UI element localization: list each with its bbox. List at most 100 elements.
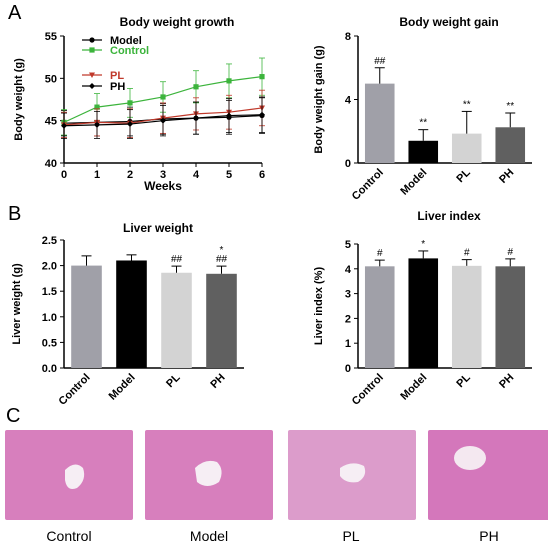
legend-marker (89, 83, 95, 89)
y-tick-label: 0.0 (42, 363, 57, 375)
x-tick-label: Control (350, 372, 386, 408)
x-tick-label: PL (454, 166, 473, 185)
bar-ph (495, 266, 526, 368)
y-tick-label: 2.0 (42, 261, 57, 273)
y-tick-label: 2.5 (42, 235, 57, 247)
histology-image-ph (428, 430, 550, 520)
central-vein (340, 463, 366, 483)
histology-image-pl (288, 430, 416, 520)
x-tick-label: PH (497, 372, 516, 391)
legend-marker (89, 37, 95, 43)
panel-letter-c: C (6, 405, 21, 427)
data-point (193, 115, 199, 122)
tissue-micrograph (428, 430, 548, 520)
bar-ph (206, 273, 237, 368)
significance-label: # (464, 248, 470, 259)
y-tick-label: 2 (345, 313, 351, 325)
histology-image-model (145, 430, 273, 520)
data-point (226, 78, 232, 84)
data-point (259, 74, 265, 80)
legend-label-model: Model (110, 35, 142, 47)
y-axis-label: Body weight (g) (13, 58, 25, 141)
x-tick-label: PH (497, 167, 516, 186)
bar-control (364, 83, 395, 163)
x-tick-label: 6 (259, 169, 265, 181)
data-point (226, 112, 232, 119)
data-point (94, 121, 100, 128)
x-tick-label: 1 (94, 169, 100, 181)
y-tick-label: 50 (45, 73, 57, 85)
legend-marker (89, 47, 95, 53)
significance-label: # (377, 248, 383, 259)
significance-label: ## (374, 56, 386, 67)
y-tick-label: 45 (45, 116, 57, 128)
data-point (61, 122, 67, 129)
bar-ph (495, 127, 526, 163)
y-tick-label: 0 (345, 158, 351, 170)
chart-title: Liver weight (123, 221, 193, 235)
x-tick-label: Control (350, 167, 386, 203)
data-point (160, 117, 166, 124)
chart-title: Body weight growth (120, 15, 235, 29)
y-axis-label: Body weight gain (g) (313, 45, 325, 153)
central-vein (65, 464, 85, 489)
x-tick-label: Model (398, 372, 429, 403)
significance-label: ## (171, 254, 183, 265)
x-tick-label: 3 (160, 169, 166, 181)
y-tick-label: 3 (345, 289, 351, 301)
data-point (160, 94, 166, 100)
data-point (193, 84, 199, 90)
legend-label-control: Control (110, 45, 149, 57)
y-tick-label: 4 (345, 95, 352, 107)
tissue-micrograph (5, 430, 133, 520)
y-tick-label: 1.5 (42, 286, 57, 298)
y-axis-label: Liver index (%) (313, 267, 325, 346)
panel-letter-b: B (8, 203, 22, 225)
y-tick-label: 0.5 (42, 337, 57, 349)
data-point (127, 100, 133, 106)
x-tick-label: PH (208, 372, 227, 391)
x-tick-label: 2 (127, 169, 133, 181)
bar-pl (161, 272, 192, 368)
y-tick-label: 4 (345, 264, 352, 276)
x-tick-label: 0 (61, 169, 67, 181)
y-tick-label: 40 (45, 158, 57, 170)
y-tick-label: 55 (45, 31, 57, 43)
chart-title: Liver index (417, 209, 481, 223)
bar-model (408, 140, 439, 163)
y-tick-label: 0 (345, 363, 351, 375)
panel-letter-a: A (8, 2, 22, 24)
tissue-micrograph (145, 430, 273, 520)
bar-pl (451, 265, 482, 368)
x-tick-label: Model (107, 372, 138, 403)
bar-pl (451, 133, 482, 163)
x-tick-label: PL (164, 371, 183, 390)
y-tick-label: 8 (345, 31, 351, 43)
significance-label: ** (506, 101, 514, 112)
central-vein (195, 460, 222, 486)
x-tick-label: Model (398, 167, 429, 198)
histology-image-control (5, 430, 133, 520)
x-tick-label: 5 (226, 169, 232, 181)
legend-label-pl: PL (110, 70, 124, 82)
significance-label: * (421, 239, 425, 250)
tissue-micrograph (288, 430, 416, 520)
significance-label: * (220, 245, 224, 256)
data-point (259, 111, 265, 118)
significance-label: ** (419, 118, 427, 129)
bar-model (408, 258, 439, 368)
central-vein (454, 446, 486, 470)
y-tick-label: 5 (345, 239, 351, 251)
x-tick-label: 4 (193, 169, 200, 181)
bar-control (364, 266, 395, 368)
histology-label-control: Control (46, 528, 92, 544)
legend-label-ph: PH (110, 81, 125, 93)
data-point (127, 121, 133, 128)
x-tick-label: PL (454, 371, 473, 390)
histology-label-pl: PL (342, 528, 360, 544)
y-tick-label: 1 (345, 338, 351, 350)
x-tick-label: Control (56, 372, 92, 408)
significance-label: ** (463, 99, 471, 110)
chart-title: Body weight gain (399, 15, 498, 29)
